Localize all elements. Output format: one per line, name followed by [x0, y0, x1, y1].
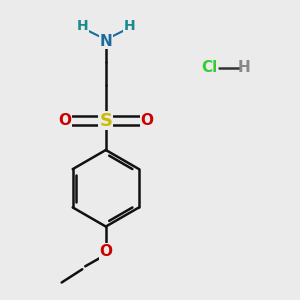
Text: Cl: Cl	[201, 60, 217, 75]
Text: S: S	[99, 112, 112, 130]
Text: H: H	[124, 19, 135, 33]
Text: H: H	[238, 60, 250, 75]
Text: O: O	[141, 113, 154, 128]
Text: N: N	[100, 34, 112, 49]
Text: H: H	[76, 19, 88, 33]
Text: O: O	[99, 244, 112, 259]
Text: O: O	[58, 113, 71, 128]
